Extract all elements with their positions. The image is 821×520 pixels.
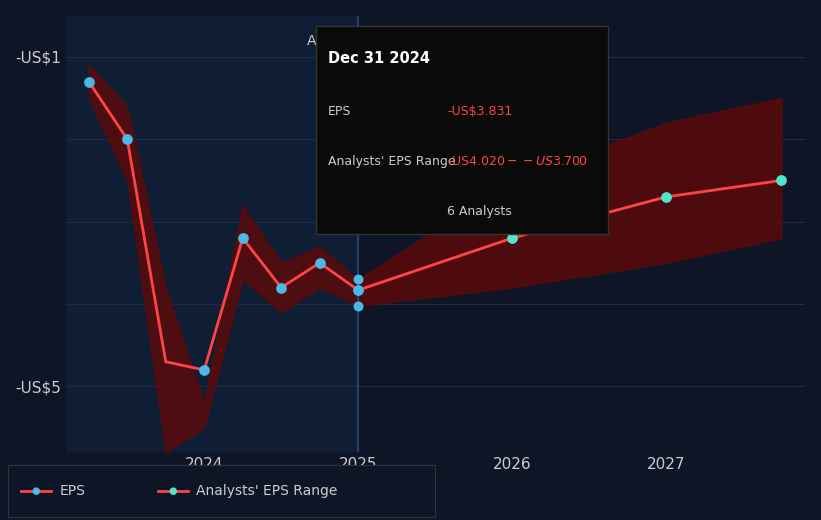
Text: -US$4.020 - -US$3.700: -US$4.020 - -US$3.700 (447, 155, 589, 168)
Point (121, 135, 134, 144)
Text: Actual: Actual (307, 34, 351, 48)
Point (351, 302, 365, 310)
Text: EPS: EPS (59, 485, 85, 498)
Text: Analysts Forecasts: Analysts Forecasts (366, 34, 495, 48)
Text: Dec 31 2024: Dec 31 2024 (328, 51, 429, 66)
Point (82, 77, 95, 86)
Point (351, 275, 365, 283)
Point (659, 193, 672, 201)
Point (506, 234, 519, 242)
Text: ●: ● (168, 486, 177, 497)
Text: 6 Analysts: 6 Analysts (447, 205, 512, 218)
Point (274, 283, 287, 292)
Text: ●: ● (32, 486, 40, 497)
Point (351, 286, 365, 294)
Point (351, 286, 365, 294)
Text: -US$3.831: -US$3.831 (447, 105, 512, 118)
Point (198, 366, 211, 374)
Point (313, 258, 326, 267)
Text: Analysts' EPS Range: Analysts' EPS Range (328, 155, 456, 168)
Point (236, 234, 250, 242)
Text: EPS: EPS (328, 105, 351, 118)
Bar (66, 16, 358, 452)
Point (775, 176, 788, 185)
Text: Analysts' EPS Range: Analysts' EPS Range (196, 485, 337, 498)
